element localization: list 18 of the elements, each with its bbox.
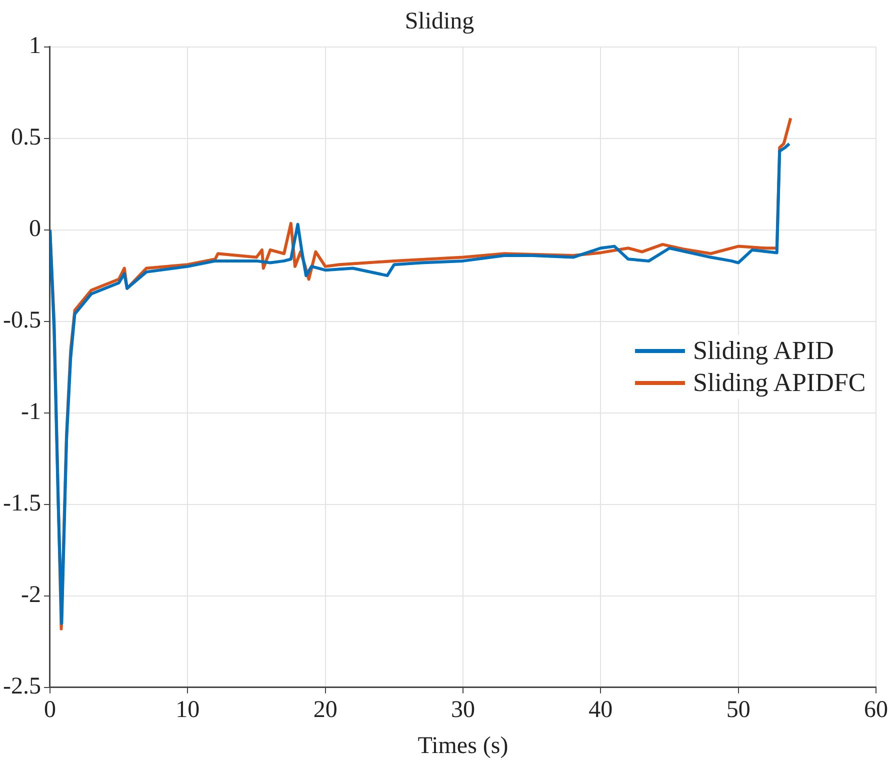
y-tick-label: 1 <box>28 33 41 60</box>
x-tick-label: 10 <box>176 697 200 724</box>
y-tick-label: -2 <box>20 582 41 608</box>
x-axis-title: Times (s) <box>418 732 508 759</box>
x-tick-label: 20 <box>313 697 338 724</box>
x-tick-label: 50 <box>726 697 750 724</box>
y-tick-label: -0.5 <box>2 308 41 334</box>
y-tick-label: -2.5 <box>2 674 41 700</box>
y-tick-label: 0.5 <box>10 124 41 151</box>
x-tick-label: 30 <box>450 697 475 724</box>
y-tick-label: 0 <box>28 216 41 242</box>
legend-label: Sliding APIDFC <box>693 368 866 398</box>
y-tick-label: -1 <box>20 399 41 426</box>
x-tick-label: 40 <box>588 697 613 724</box>
x-tick-label: 60 <box>864 697 888 724</box>
chart-title: Sliding <box>404 8 474 35</box>
y-tick-label: -1.5 <box>2 490 41 517</box>
legend-label: Sliding APID <box>693 336 834 366</box>
